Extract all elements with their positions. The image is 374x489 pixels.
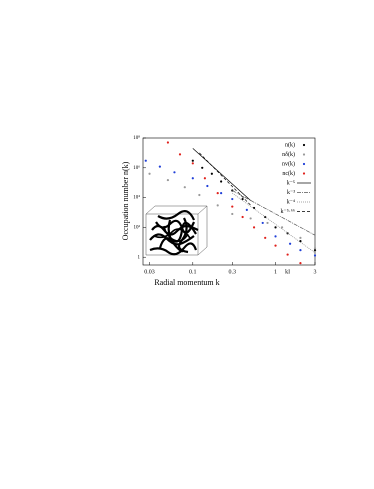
- data-point: [216, 192, 219, 195]
- legend-label: k⁻⁵: [287, 180, 295, 186]
- data-point: [286, 253, 289, 256]
- data-point: [220, 192, 223, 195]
- data-point: [198, 193, 201, 197]
- data-point: [299, 262, 302, 265]
- data-point: [178, 153, 182, 156]
- data-point: [201, 166, 204, 169]
- legend-marker: [302, 162, 306, 166]
- y-tick-label: 10²: [134, 225, 141, 231]
- y-tick-label: 10⁶: [133, 165, 140, 171]
- data-point: [245, 208, 248, 211]
- data-point: [299, 240, 302, 243]
- data-point: [288, 242, 292, 245]
- data-point: [241, 197, 244, 201]
- legend-label: n(k): [285, 141, 295, 148]
- data-point: [203, 177, 206, 180]
- data-point: [144, 159, 147, 162]
- legend-label: k⁻⁵·⁶⁶: [281, 209, 295, 215]
- data-point: [166, 178, 170, 182]
- y-tick-label: 1: [138, 255, 141, 260]
- data-point: [299, 236, 302, 239]
- data-point: [210, 172, 213, 175]
- data-point: [191, 159, 194, 162]
- data-point: [252, 226, 256, 229]
- data-point: [231, 197, 234, 201]
- legend-label: nv(k): [282, 160, 295, 167]
- data-point: [274, 226, 277, 229]
- legend-label: k⁻³: [287, 190, 295, 196]
- data-point: [299, 248, 302, 252]
- power-law-line: [192, 148, 251, 201]
- x-axis-label: Radial momentum k: [154, 278, 219, 287]
- legend-label: nc(k): [282, 170, 295, 177]
- data-point: [158, 165, 161, 168]
- data-point: [264, 236, 267, 239]
- data-point: [249, 217, 252, 220]
- data-point: [183, 186, 186, 189]
- data-point: [220, 180, 223, 183]
- plot-frame: [142, 137, 316, 266]
- annotation: kI: [285, 269, 290, 275]
- legend-marker: [302, 153, 306, 156]
- data-point: [166, 141, 170, 144]
- x-tick-label: 0.1: [189, 269, 197, 275]
- x-tick-label: 1: [274, 269, 277, 275]
- data-point: [191, 177, 194, 180]
- power-law-line: [232, 192, 316, 254]
- inset-vortex-tangle: [145, 205, 208, 256]
- data-point: [206, 184, 209, 188]
- legend-label: nδ(k): [282, 151, 295, 158]
- data-point: [241, 215, 244, 219]
- data-point: [261, 221, 264, 225]
- data-point: [216, 204, 219, 207]
- data-point: [313, 254, 317, 257]
- legend-marker: [302, 172, 306, 175]
- power-law-line: [232, 190, 316, 236]
- y-axis-label: Occupation number n(k): [121, 161, 130, 240]
- data-point: [313, 248, 317, 252]
- data-point: [313, 247, 317, 250]
- x-tick-label: 0.3: [229, 269, 237, 275]
- y-tick-label: 10⁴: [133, 195, 140, 201]
- data-point: [280, 226, 284, 229]
- x-tick-label: 0.03: [144, 269, 155, 275]
- data-point: [274, 235, 277, 238]
- power-law-line: [199, 152, 251, 206]
- data-point: [266, 221, 269, 225]
- data-point: [231, 212, 234, 216]
- data-point: [173, 171, 176, 174]
- legend-marker: [302, 143, 306, 147]
- y-tick-label: 10⁸: [133, 135, 140, 141]
- data-point: [274, 244, 277, 247]
- x-tick-label: 3: [314, 269, 317, 275]
- data-point: [191, 162, 194, 165]
- data-point: [148, 172, 151, 175]
- legend-label: k⁻⁴: [287, 199, 295, 205]
- data-point: [231, 205, 234, 208]
